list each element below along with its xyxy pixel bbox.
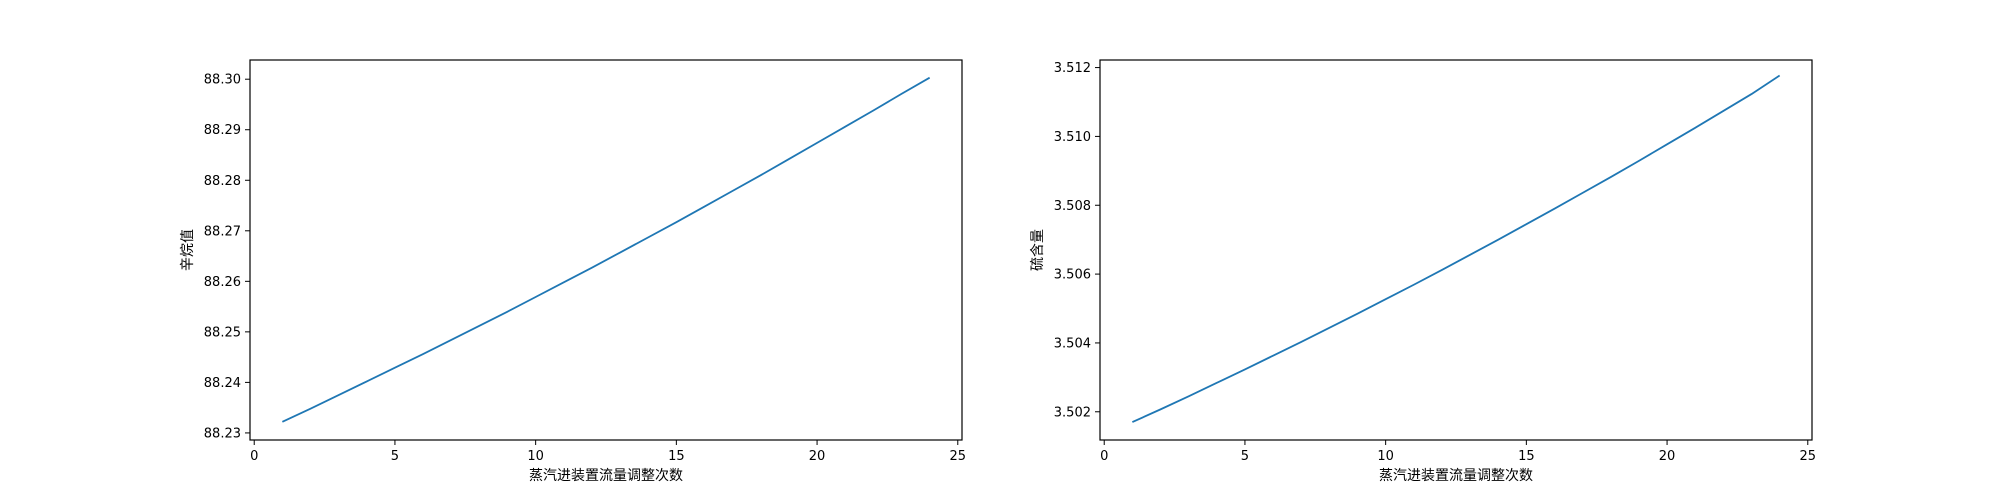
x-axis-label: 蒸汽进装置流量调整次数 xyxy=(1379,468,1533,484)
x-tick-label: 0 xyxy=(250,449,258,464)
x-tick-label: 15 xyxy=(668,449,685,464)
x-tick-label: 25 xyxy=(950,449,967,464)
x-tick-label: 0 xyxy=(1100,449,1108,464)
y-tick-label: 88.25 xyxy=(204,325,241,340)
y-tick-label: 88.23 xyxy=(204,426,241,441)
y-tick-label: 3.510 xyxy=(1054,130,1091,145)
plot-frame xyxy=(249,59,963,441)
y-tick-label: 88.29 xyxy=(204,123,241,138)
y-tick-label: 3.506 xyxy=(1054,268,1091,283)
y-tick-label: 88.26 xyxy=(204,275,241,290)
y-tick-label: 3.508 xyxy=(1054,199,1091,214)
y-tick-label: 88.28 xyxy=(204,174,241,189)
x-tick-label: 25 xyxy=(1800,449,1817,464)
y-tick-label: 88.30 xyxy=(204,73,241,88)
series-line xyxy=(281,76,931,423)
x-tick-label: 20 xyxy=(809,449,826,464)
x-tick-label: 20 xyxy=(1659,449,1676,464)
y-tick-label: 3.512 xyxy=(1054,61,1091,76)
x-tick-label: 10 xyxy=(1377,449,1394,464)
chart-octane: 0 5 10 15 20 25 88.23 88.24 88.25 88.26 88.27 88.28… xyxy=(180,59,967,484)
y-tick-label: 88.24 xyxy=(204,376,241,391)
y-tick-label: 3.502 xyxy=(1054,405,1091,420)
y-tick-label: 3.504 xyxy=(1054,336,1091,351)
plot-frame xyxy=(1099,59,1813,441)
x-tick-label: 5 xyxy=(391,449,399,464)
x-tick-label: 5 xyxy=(1241,449,1249,464)
x-tick-label: 10 xyxy=(527,449,544,464)
x-tick-label: 15 xyxy=(1518,449,1535,464)
y-axis-label: 辛烷值 xyxy=(180,229,196,271)
y-axis-label: 硫含量 xyxy=(1030,229,1046,271)
x-axis-label: 蒸汽进装置流量调整次数 xyxy=(529,468,683,484)
y-tick-label: 88.27 xyxy=(204,224,241,239)
chart-sulfur: 0 5 10 15 20 25 3.502 3.504 3.506 3.508 3.510 3.512… xyxy=(1030,59,1817,484)
series-line xyxy=(1131,74,1781,423)
